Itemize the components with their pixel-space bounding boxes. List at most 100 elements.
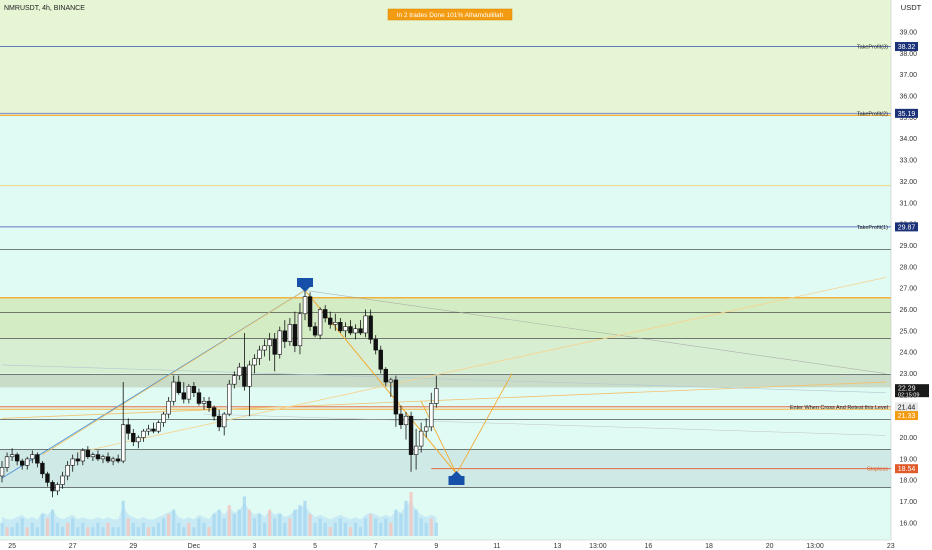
candle-body — [40, 462, 45, 475]
volume-bar — [348, 527, 353, 536]
volume-bar — [136, 527, 140, 536]
volume-bar — [237, 509, 241, 536]
candle-body — [393, 379, 399, 415]
x-tick-label: 20 — [766, 543, 774, 550]
trend-line-orange-3 — [77, 277, 886, 453]
candle-body — [110, 458, 116, 462]
candle-body — [222, 413, 227, 428]
entry-price-badge-2-bg — [895, 411, 918, 421]
banner-box — [387, 8, 513, 21]
candle-body — [216, 415, 222, 428]
x-tick-label: 7 — [374, 543, 378, 550]
x-tick-label: 13:00 — [589, 543, 607, 550]
candle-body — [348, 326, 353, 334]
y-tick-label: 19.00 — [899, 456, 917, 463]
volume-bar — [394, 509, 398, 536]
volume-bar — [167, 514, 171, 536]
last-price-badge-bg — [895, 384, 929, 398]
countdown-badge: 02:15:09 — [898, 393, 919, 399]
candle-body — [252, 358, 257, 366]
volume-bar — [146, 527, 151, 536]
volume-bar — [278, 514, 282, 536]
candle-body — [408, 415, 414, 455]
volume-bar — [202, 522, 206, 536]
volume-bar — [257, 514, 262, 536]
volume-bar — [313, 522, 317, 536]
trend-line-grey-2 — [203, 413, 886, 436]
candle-body — [423, 426, 429, 432]
volume-bar — [242, 496, 246, 536]
y-tick-label: 16.00 — [899, 520, 917, 527]
volume-bar — [353, 522, 358, 536]
volume-bar — [96, 522, 100, 536]
candle-body — [80, 450, 86, 462]
volume-bar — [76, 527, 80, 536]
candle-body — [277, 330, 282, 355]
x-tick-label: 3 — [253, 543, 257, 550]
candle-body — [206, 400, 212, 408]
candle-body — [227, 383, 232, 415]
peak-marker — [297, 278, 313, 292]
candle-body — [30, 454, 35, 460]
symbol-header: NMRUSDT, 4h, BINANCE — [4, 5, 85, 12]
candle-body — [211, 407, 217, 417]
resistance-band-upper — [0, 297, 891, 339]
entry-label: Enter When Cross And Retest this Level — [790, 405, 888, 411]
volume-bar — [273, 518, 277, 536]
candle-body — [19, 460, 25, 466]
candle-body — [297, 313, 303, 347]
candle-body — [70, 458, 75, 466]
candle-body — [338, 321, 343, 332]
volume-bar — [151, 527, 156, 536]
trough-marker-box — [448, 476, 465, 485]
volume-bar — [25, 527, 29, 536]
y-tick-label: 20.00 — [899, 435, 917, 442]
time-axis: 25 27 29 Dec 3 5 7 9 11 13 13:00 16 18 20 13:00 23 — [0, 539, 932, 550]
volume-bar — [414, 509, 418, 536]
y-tick-label: 33.00 — [899, 158, 917, 165]
y-tick-label: 26.00 — [899, 307, 917, 314]
candle-body — [35, 454, 40, 464]
candle-body — [9, 454, 15, 458]
y-tick-label: 35.00 — [899, 115, 917, 122]
tp3-label: TakeProfit(3) — [857, 45, 888, 51]
volume-bar — [106, 522, 110, 536]
volume-bar — [40, 514, 44, 536]
volume-bar — [207, 527, 211, 536]
candle-body — [322, 309, 328, 319]
trough-marker — [448, 471, 465, 485]
y-tick-label: 25.00 — [899, 328, 917, 335]
x-tick-label: 16 — [645, 543, 653, 550]
volume-bar — [303, 500, 307, 536]
volume-bar — [369, 514, 373, 536]
candle-body — [328, 317, 333, 325]
volume-bar — [374, 518, 378, 536]
candle-body — [151, 428, 156, 432]
volume-bar — [182, 527, 186, 536]
candle-body — [257, 349, 262, 359]
resistance-band-lower — [0, 374, 891, 388]
candle-body — [65, 464, 70, 477]
volume-bar — [379, 522, 383, 536]
volume-bar — [384, 518, 388, 536]
volume-bar — [232, 514, 236, 536]
volume-bar — [358, 527, 363, 536]
x-tick-label: 5 — [313, 543, 317, 550]
volume-bar — [434, 522, 438, 536]
y-tick-label: 34.00 — [899, 136, 917, 143]
candle-body — [247, 364, 252, 387]
resistance-band-mid — [0, 338, 891, 374]
y-tick-label: 39.00 — [899, 30, 917, 37]
x-tick-label: Dec — [188, 543, 201, 550]
volume-bar — [212, 514, 216, 536]
candle-body — [14, 454, 20, 462]
y-tick-label: 24.00 — [899, 350, 917, 357]
candle-body — [161, 413, 166, 423]
volume-bar — [111, 527, 115, 536]
tp3-price-badge-bg — [895, 42, 918, 52]
candle-body — [262, 345, 267, 351]
trend-line-grey — [304, 289, 886, 374]
y-tick-label: 31.00 — [899, 200, 917, 207]
candle-body — [131, 432, 136, 443]
